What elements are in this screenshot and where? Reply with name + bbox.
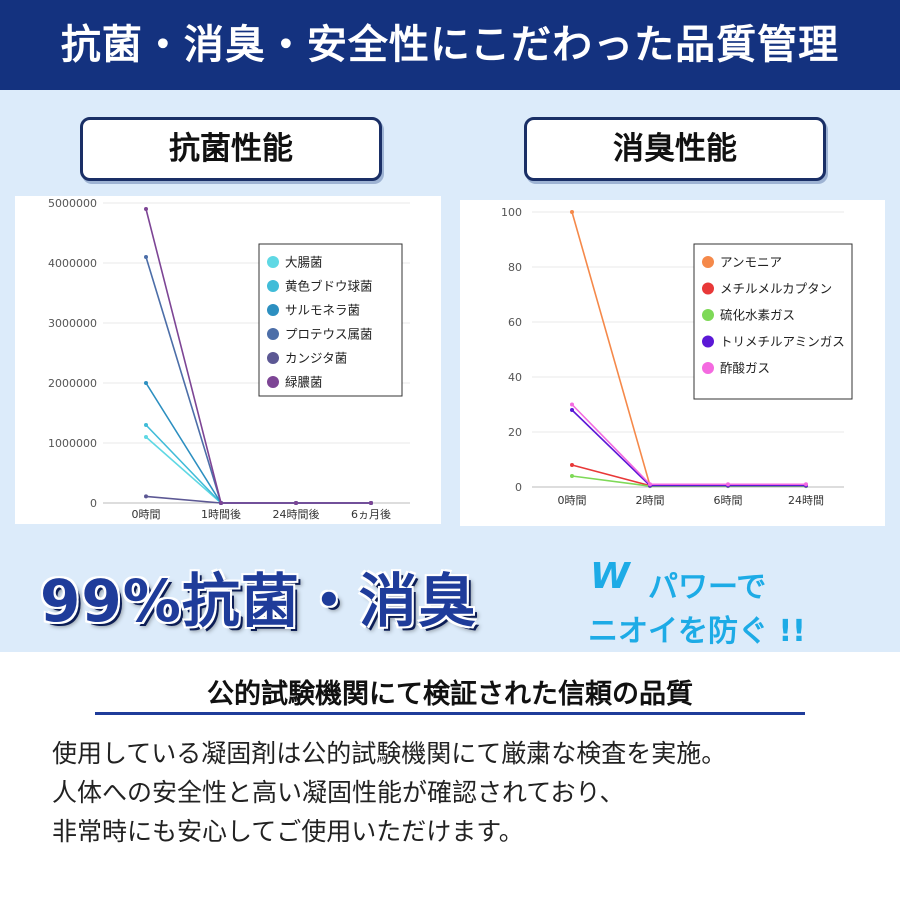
legend-swatch	[267, 256, 279, 268]
y-tick-label: 0	[515, 481, 522, 494]
x-tick-label: 0時間	[558, 494, 587, 507]
y-tick-label: 20	[508, 426, 522, 439]
y-tick-label: 40	[508, 371, 522, 384]
legend-label: トリメチルアミンガス	[720, 334, 845, 349]
data-point	[570, 474, 574, 478]
series-line	[571, 409, 806, 487]
legend-label: 酢酸ガス	[720, 361, 770, 376]
x-tick-label: 24時間	[788, 494, 824, 507]
body-line-3: 非常時にも安心してご使用いただけます。	[52, 817, 524, 846]
y-tick-label: 5000000	[48, 197, 97, 210]
tagline-1: パワーで	[648, 570, 767, 605]
data-point	[144, 494, 148, 499]
body-line-2: 人体への安全性と高い凝固性能が確認されており、	[52, 778, 625, 807]
data-point	[726, 482, 730, 487]
data-point	[570, 402, 574, 407]
chart-svg: 0 20 40 60 80 100 0時間 2時間 6時間 24時間 アンモニアメチルメルカプタン硫…	[501, 206, 853, 507]
legend-swatch	[267, 280, 279, 292]
legend-label: 大腸菌	[285, 255, 323, 270]
legend-swatch	[702, 256, 714, 268]
quality-heading: 公的試験機関にて検証された信頼の品質	[207, 679, 693, 710]
legend-swatch	[702, 335, 714, 348]
x-tick-label: 0時間	[132, 508, 161, 521]
body-line-1: 使用している凝固剤は公的試験機関にて厳粛な検査を実施。	[52, 739, 727, 768]
y-tick-label: 60	[508, 316, 522, 329]
legend-label: 緑膿菌	[285, 375, 323, 390]
data-point	[144, 435, 148, 439]
series-line	[145, 208, 371, 504]
data-point	[294, 501, 298, 505]
data-point	[369, 501, 373, 505]
data-point	[219, 501, 223, 505]
legend-box	[258, 243, 403, 397]
series-line	[571, 403, 806, 486]
data-point	[570, 210, 574, 214]
legend-label: カンジタ菌	[285, 351, 347, 366]
legend-swatch	[267, 352, 279, 364]
legend-swatch	[702, 282, 714, 295]
legend-swatch	[267, 376, 279, 388]
chart-svg: 0 1000000 2000000 3000000 4000000 5000000 0時間 1…	[48, 197, 410, 521]
x-tick-label: 1時間後	[201, 507, 241, 521]
x-tick-label: 6ヵ月後	[351, 507, 391, 521]
y-tick-label: 2000000	[48, 377, 97, 390]
legend-label: 黄色ブドウ球菌	[285, 279, 373, 294]
legend-label: サルモネラ菌	[285, 303, 360, 318]
y-tick-label: 0	[90, 497, 97, 510]
big-claim: 99%抗菌・消臭	[40, 567, 477, 635]
legend-label: プロテウス属菌	[285, 327, 373, 342]
legend-swatch	[702, 309, 714, 321]
series-line	[145, 436, 371, 504]
y-tick-label: 80	[508, 261, 522, 274]
data-point	[144, 255, 148, 259]
y-tick-label: 1000000	[48, 437, 97, 450]
antibacterial-chart: 0 1000000 2000000 3000000 4000000 5000000 0時間 1…	[15, 196, 441, 524]
data-point	[144, 381, 148, 385]
w-letter: W	[590, 556, 630, 597]
x-tick-label: 24時間後	[273, 507, 320, 521]
legend-swatch	[267, 328, 279, 340]
legend-label: アンモニア	[720, 255, 782, 270]
data-point	[570, 408, 574, 412]
body-text: 使用している凝固剤は公的試験機関にて厳粛な検査を実施。 人体への安全性と高い凝固…	[52, 734, 872, 851]
x-tick-label: 6時間	[714, 494, 743, 507]
legend-label: メチルメルカプタン	[720, 281, 832, 296]
tagline-2: ニオイを防ぐ !!	[588, 614, 806, 649]
legend-label: 硫化水素ガス	[720, 308, 795, 323]
x-tick-label: 2時間	[636, 494, 665, 507]
data-point	[570, 463, 574, 467]
data-point	[144, 423, 148, 427]
antibacterial-pill: 抗菌性能	[80, 117, 382, 181]
deodorant-pill: 消臭性能	[524, 117, 826, 181]
data-point	[144, 207, 148, 211]
heading-underline	[95, 712, 805, 715]
y-tick-label: 3000000	[48, 317, 97, 330]
page-title: 抗菌・消臭・安全性にこだわった品質管理	[0, 0, 900, 90]
legend-swatch	[267, 304, 279, 316]
data-point	[648, 482, 652, 487]
y-tick-label: 4000000	[48, 257, 97, 270]
data-point	[804, 482, 808, 487]
deodorant-chart: 0 20 40 60 80 100 0時間 2時間 6時間 24時間 アンモニアメチルメルカプタン硫…	[460, 200, 885, 526]
series-line	[145, 495, 371, 504]
series-line	[571, 464, 806, 487]
legend-swatch	[702, 362, 714, 374]
y-tick-label: 100	[501, 206, 522, 219]
legend-box	[693, 243, 853, 400]
